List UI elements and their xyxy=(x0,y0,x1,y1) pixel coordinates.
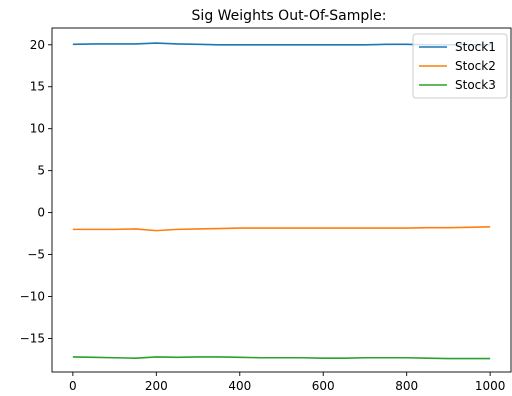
y-tick-label: 20 xyxy=(30,38,45,52)
y-tick-label: 0 xyxy=(37,206,45,220)
y-tick-label: 10 xyxy=(30,122,45,136)
y-tick-label: 5 xyxy=(37,164,45,178)
x-tick-label: 600 xyxy=(312,379,335,393)
x-tick-label: 400 xyxy=(228,379,251,393)
legend-label-stock2: Stock2 xyxy=(455,59,496,73)
legend-box xyxy=(412,33,508,99)
plot-area-frame xyxy=(51,27,512,373)
x-tick-label: 1000 xyxy=(475,379,506,393)
y-tick-label: −10 xyxy=(20,289,45,303)
series-line-stock3 xyxy=(72,356,491,360)
x-axis: 0 200 400 600 800 1000 xyxy=(69,372,505,393)
y-tick-label: −5 xyxy=(27,248,45,262)
legend-label-stock3: Stock3 xyxy=(455,78,496,92)
x-tick-label: 0 xyxy=(69,379,77,393)
chart-title: Sig Weights Out-Of-Sample: xyxy=(192,8,387,24)
legend: Stock1 Stock2 Stock3 xyxy=(412,33,508,99)
x-tick-label: 200 xyxy=(145,379,168,393)
y-tick-label: 15 xyxy=(30,80,45,94)
legend-label-stock1: Stock1 xyxy=(455,40,496,54)
y-tick-label: −15 xyxy=(20,331,45,345)
series-line-stock2 xyxy=(72,226,491,232)
y-axis: −15 −10 −5 0 5 10 15 20 xyxy=(20,38,52,345)
x-tick-label: 800 xyxy=(395,379,418,393)
